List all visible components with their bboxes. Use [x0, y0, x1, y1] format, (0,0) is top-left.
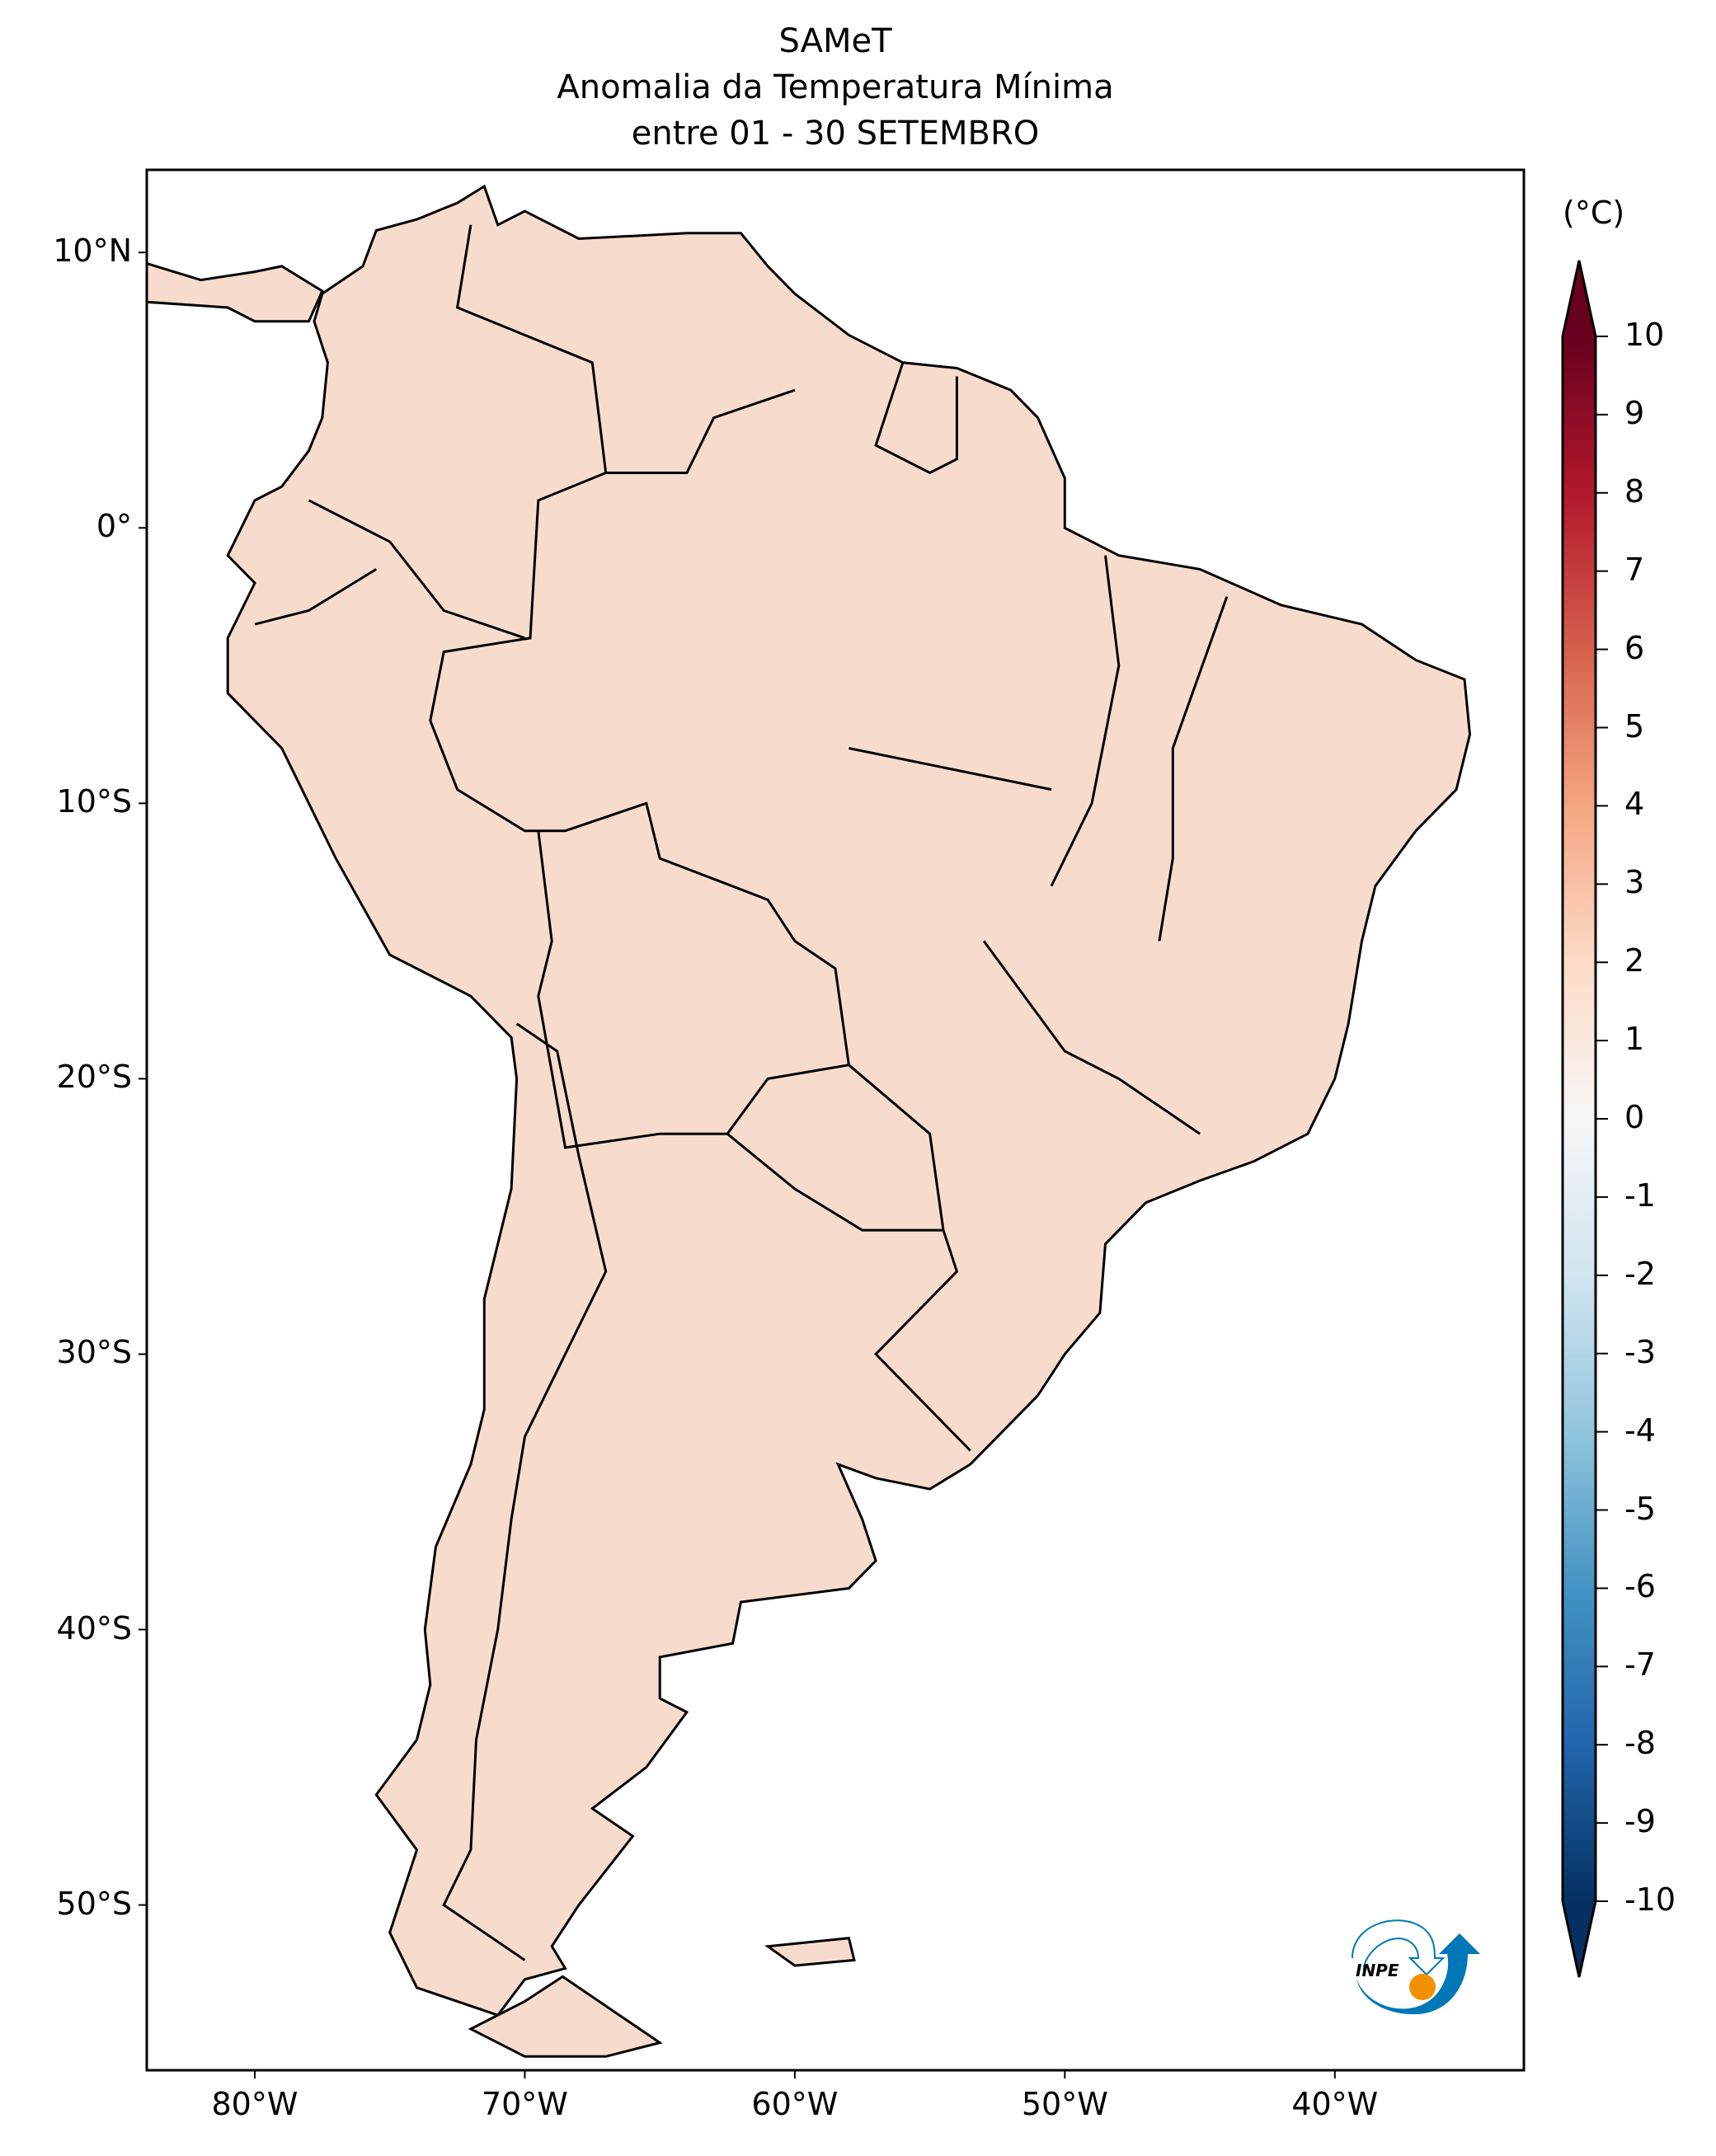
colorbar-tick-label: 4: [1624, 786, 1645, 823]
panama-isthmus: [145, 261, 324, 323]
colorbar-tick-label: -1: [1624, 1177, 1656, 1214]
colorbar-tick-label: -8: [1624, 1725, 1656, 1762]
colorbar-tick-label: 8: [1624, 472, 1645, 510]
colorbar-tick-label: 1: [1624, 1021, 1645, 1058]
y-tick-label: 40°S: [56, 1609, 132, 1646]
tierra-del-fuego: [468, 1975, 663, 2058]
ecuador-colombia-peru-border: [308, 499, 525, 640]
guianas-borders: [874, 362, 958, 475]
axis-ticks: [139, 251, 1336, 2078]
colorbar-tick-label: -9: [1624, 1803, 1656, 1840]
colorbar-tick-label: -5: [1624, 1490, 1656, 1527]
colorbar-tick-label: 9: [1624, 394, 1645, 431]
colorbar-tick-label: 3: [1624, 864, 1645, 901]
logo-text: INPE: [1356, 1961, 1399, 1980]
colorbar-unit-label: (°C): [1563, 195, 1625, 231]
brazil-west-border: [429, 388, 971, 1452]
title-line-1: SAMeT: [778, 22, 892, 60]
y-tick-label: 30°S: [56, 1334, 132, 1371]
land-anomaly-field: [145, 184, 1472, 2058]
inpe-logo: INPE: [1352, 1919, 1480, 2015]
ecuador-peru-border: [254, 568, 378, 626]
x-tick-label: 70°W: [481, 2086, 568, 2122]
colorbar-tick-label: 0: [1624, 1099, 1645, 1135]
y-tick-label: 50°S: [56, 1885, 132, 1922]
country-borders: [254, 224, 1229, 1961]
brazil-state-border-1: [1050, 555, 1121, 887]
y-tick-label: 0°: [96, 508, 132, 545]
colorbar-tick-label: 5: [1624, 707, 1645, 745]
x-tick-label: 50°W: [1021, 2086, 1108, 2122]
colorbar-gradient: [1563, 336, 1596, 1901]
brazil-state-border-3: [849, 747, 1052, 791]
colorbar-tick-label: 7: [1624, 551, 1645, 588]
brazil-state-border-2: [1158, 596, 1229, 942]
colorbar-tick-label: -6: [1624, 1568, 1656, 1605]
title-line-3: entre 01 - 30 SETEMBRO: [631, 115, 1040, 153]
brazil-state-border-4: [982, 940, 1201, 1135]
colorbar-tick-label: -2: [1624, 1255, 1656, 1292]
colorbar-tick-label: -4: [1624, 1411, 1656, 1449]
y-tick-label: 20°S: [56, 1059, 132, 1096]
colorbar-tick-label: 2: [1624, 942, 1645, 979]
colorbar-tick-label: -7: [1624, 1646, 1656, 1684]
falkland-islands: [764, 1937, 856, 1967]
bolivia-south-border: [537, 830, 849, 1149]
colorbar-extend-min: [1563, 1901, 1596, 1977]
map-frame: [145, 168, 1526, 2072]
title-line-2: Anomalia da Temperatura Mínima: [557, 68, 1114, 106]
south-america-landmass: [226, 184, 1472, 2017]
colorbar-extend-max: [1563, 261, 1596, 336]
x-tick-label: 40°W: [1291, 2086, 1379, 2122]
y-tick-label: 10°S: [56, 783, 132, 820]
y-tick-label: 10°N: [53, 233, 132, 270]
x-tick-label: 60°W: [751, 2086, 839, 2122]
paraguay-argentina-border: [726, 1133, 943, 1232]
colombia-venezuela-border: [455, 224, 608, 473]
colorbar-tick-label: -10: [1624, 1881, 1676, 1918]
colorbar-tick-label: 10: [1624, 317, 1665, 353]
colorbar-tick-label: -3: [1624, 1333, 1656, 1370]
colorbar-tick-label: 6: [1624, 629, 1645, 666]
x-tick-label: 80°W: [211, 2086, 299, 2122]
andes-chile-argentina-border: [442, 1022, 608, 1961]
colorbar: [1561, 260, 1608, 1978]
